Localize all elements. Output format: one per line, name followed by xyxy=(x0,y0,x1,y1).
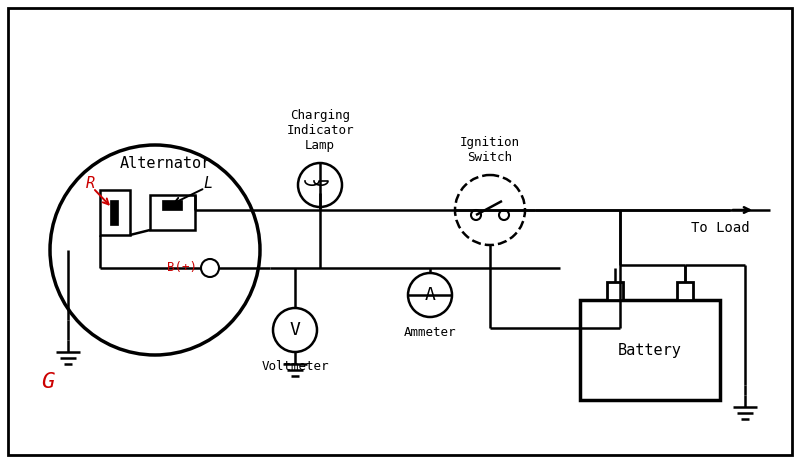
Text: A: A xyxy=(425,286,435,304)
Bar xyxy=(607,282,623,300)
Bar xyxy=(150,195,195,230)
Text: Ignition
Switch: Ignition Switch xyxy=(460,136,520,164)
Text: B(+): B(+) xyxy=(167,262,197,275)
Text: R: R xyxy=(86,175,94,190)
Bar xyxy=(580,300,720,400)
Bar xyxy=(100,190,130,235)
Text: Alternator: Alternator xyxy=(119,156,210,170)
Text: Battery: Battery xyxy=(618,343,682,357)
Text: Ammeter: Ammeter xyxy=(404,325,456,338)
Text: L: L xyxy=(203,175,213,190)
Text: Voltmeter: Voltmeter xyxy=(262,361,329,374)
Text: Charging
Indicator
Lamp: Charging Indicator Lamp xyxy=(286,108,354,151)
Text: G: G xyxy=(42,372,54,392)
Bar xyxy=(110,200,118,225)
Bar xyxy=(162,200,182,210)
Bar xyxy=(677,282,693,300)
Text: To Load: To Load xyxy=(690,221,750,235)
Text: V: V xyxy=(290,321,301,339)
